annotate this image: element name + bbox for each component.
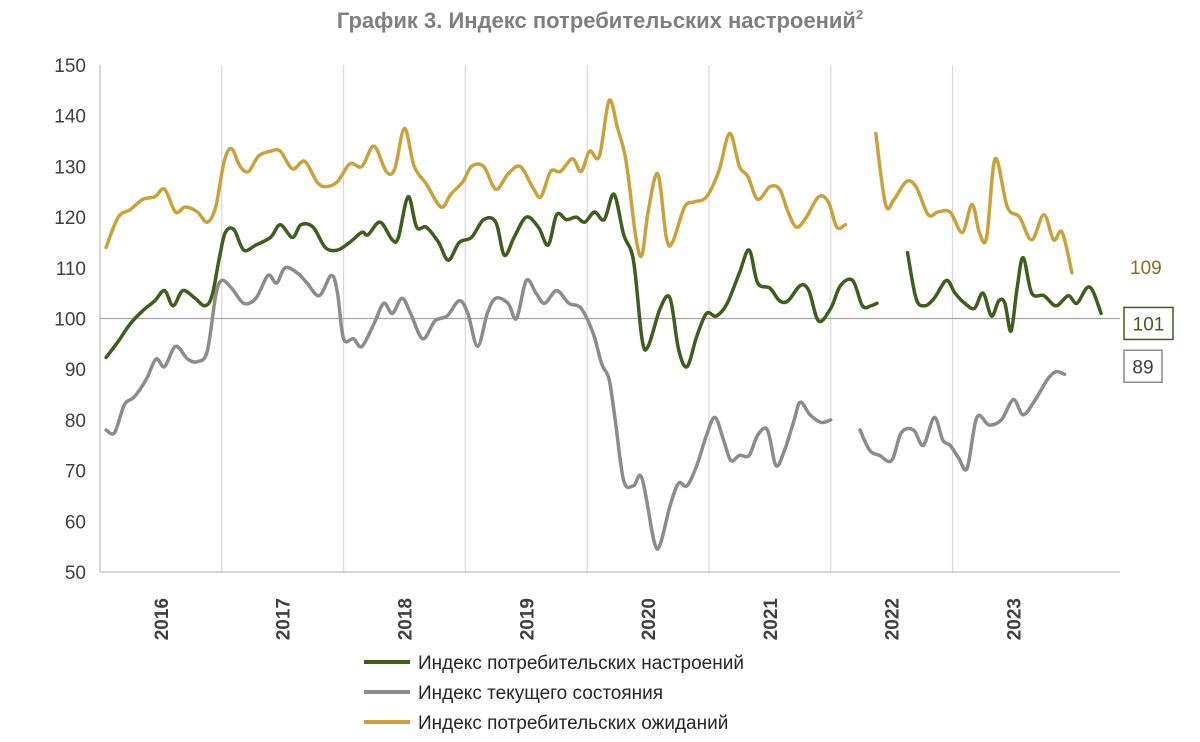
y-tick-label: 50 <box>65 563 86 584</box>
end-label-1: 89 <box>1132 357 1153 378</box>
x-tick-label-2018: 2018 <box>395 598 416 640</box>
x-tick-label-2020: 2020 <box>639 598 660 640</box>
y-tick-label: 60 <box>65 512 86 533</box>
series-1-segment-1 <box>858 369 1067 472</box>
axes: 50 60 70 80 90 100 110 120 130 140 150 2016 2017 2018… <box>54 56 1120 640</box>
y-tick-label: 140 <box>54 107 86 128</box>
x-tick-label-2019: 2019 <box>517 598 538 640</box>
end-label-box-0 <box>1123 306 1174 341</box>
y-tick-label: 120 <box>54 208 86 229</box>
y-tick-label: 150 <box>54 56 86 77</box>
series-0-segment-1 <box>905 250 1103 333</box>
y-tick-label: 130 <box>54 157 86 178</box>
x-tick-label-2023: 2023 <box>1004 598 1025 640</box>
series-2-segment-0 <box>104 98 848 259</box>
legend-label-2: Индекс потребительских ожиданий <box>418 713 728 734</box>
x-tick-label-2022: 2022 <box>883 598 904 640</box>
legend-label-1: Индекс текущего состояния <box>418 683 663 704</box>
end-labels: 101 89 109 <box>1123 258 1174 384</box>
series-1-segment-0 <box>104 265 833 551</box>
legend-label-0: Индекс потребительских настроений <box>418 653 744 674</box>
legend: Индекс потребительских настроений Индекс … <box>364 653 744 734</box>
chart-title: График 3. Индекс потребительских настрое… <box>337 7 863 33</box>
end-label-box-1 <box>1123 349 1163 384</box>
x-tick-label-2021: 2021 <box>761 598 782 641</box>
y-tick-label: 110 <box>56 259 86 280</box>
y-tick-label: 80 <box>65 411 86 432</box>
end-label-0: 101 <box>1133 314 1165 335</box>
chart-title-sup: 2 <box>856 7 863 22</box>
y-tick-label: 70 <box>65 462 86 483</box>
series-0-segment-0 <box>104 192 879 369</box>
series-lines <box>104 98 1103 551</box>
x-tick-label-2016: 2016 <box>152 598 173 640</box>
series-2-segment-1 <box>874 131 1074 275</box>
y-tick-label: 100 <box>54 310 86 331</box>
x-tick-label-2017: 2017 <box>274 598 295 640</box>
end-label-2: 109 <box>1130 258 1162 279</box>
y-tick-label: 90 <box>65 360 86 381</box>
